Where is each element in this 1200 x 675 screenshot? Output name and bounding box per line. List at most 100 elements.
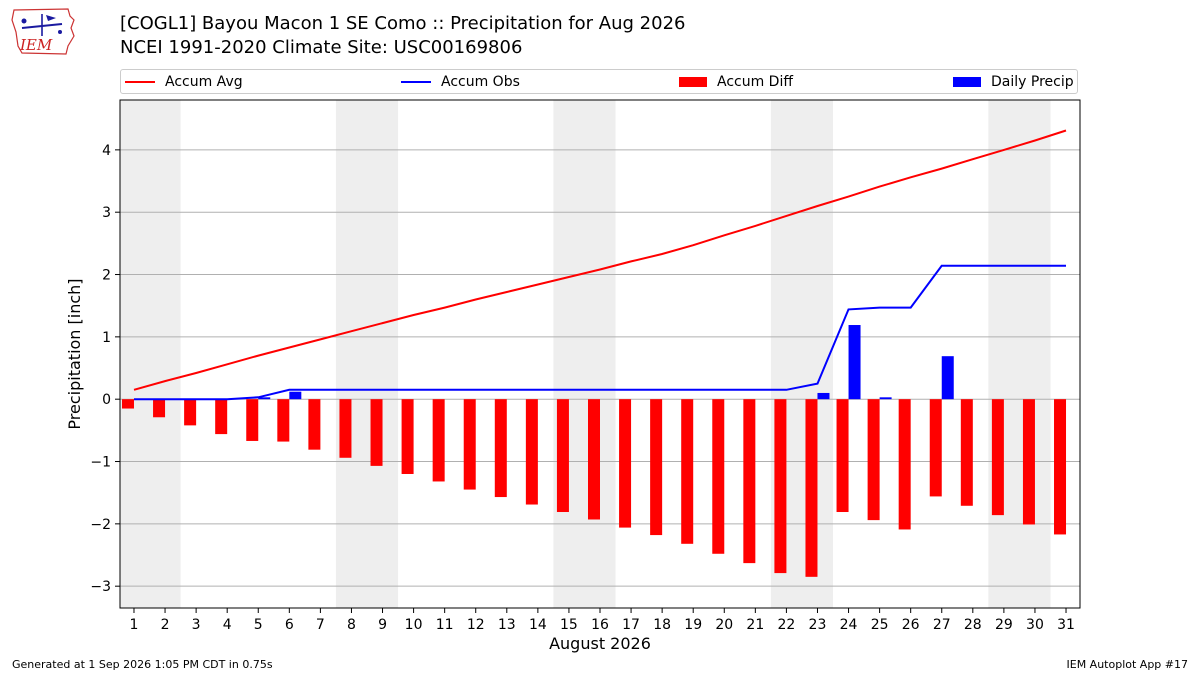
x-tick-label: 20 xyxy=(715,617,733,633)
accum-avg-line xyxy=(133,129,1067,391)
x-tick-label: 6 xyxy=(285,617,294,633)
y-axis-label: Precipitation [inch] xyxy=(65,278,84,429)
x-axis-label: August 2026 xyxy=(549,634,651,653)
footer-app: IEM Autoplot App #17 xyxy=(1066,658,1189,671)
accum-diff-bar xyxy=(494,399,507,498)
accum-diff-bar xyxy=(588,399,600,520)
accum-diff-bar xyxy=(991,399,1004,516)
accum-diff-bar xyxy=(619,399,632,528)
x-tick-label: 9 xyxy=(378,617,387,633)
legend-item-accum-obs: Accum Obs xyxy=(401,70,520,93)
x-tick-label: 23 xyxy=(809,617,827,633)
weekend-shade xyxy=(988,100,1051,608)
x-tick-label: 14 xyxy=(529,617,547,633)
y-tick-label: 1 xyxy=(102,330,111,346)
y-tick-label: 0 xyxy=(102,392,111,408)
accum-diff-bar xyxy=(836,399,849,513)
x-tick-label: 18 xyxy=(653,617,671,633)
x-tick-label: 16 xyxy=(591,617,609,633)
accum-diff-bar xyxy=(650,399,663,536)
chart-subtitle: NCEI 1991-2020 Climate Site: USC00169806 xyxy=(120,37,523,58)
accum-diff-bar xyxy=(215,399,228,435)
weekend-shade xyxy=(120,100,181,608)
x-tick-label: 27 xyxy=(933,617,951,633)
accum-diff-bar xyxy=(432,399,445,482)
x-tick-label: 5 xyxy=(254,617,263,633)
x-tick-label: 17 xyxy=(622,617,640,633)
legend-label-accum-diff: Accum Diff xyxy=(717,73,794,90)
accum-diff-bar xyxy=(525,399,538,505)
accum-diff-bar xyxy=(556,399,569,513)
chart-legend: Accum Avg Accum Obs Accum Diff Daily Pre… xyxy=(120,69,1078,94)
y-tick-label: 3 xyxy=(102,205,111,221)
legend-swatch-accum-avg xyxy=(125,80,155,83)
x-tick-label: 15 xyxy=(560,617,578,633)
accum-obs-line xyxy=(134,264,1066,401)
x-tick-label: 1 xyxy=(130,617,139,633)
legend-item-daily-precip: Daily Precip xyxy=(953,70,1074,93)
daily-precip-bar xyxy=(941,356,954,400)
x-tick-label: 22 xyxy=(777,617,795,633)
accum-diff-bar xyxy=(1054,399,1067,535)
y-tick-label: −2 xyxy=(90,517,111,533)
accum-diff-bar xyxy=(153,399,166,418)
x-tick-label: 31 xyxy=(1057,617,1075,633)
daily-precip-bar xyxy=(289,391,302,400)
legend-item-accum-avg: Accum Avg xyxy=(125,70,243,93)
legend-label-accum-obs: Accum Obs xyxy=(441,73,520,90)
accum-diff-bar xyxy=(774,399,787,574)
legend-swatch-accum-obs xyxy=(401,80,431,83)
accum-diff-bar xyxy=(277,399,290,442)
x-tick-label: 11 xyxy=(436,617,454,633)
x-tick-label: 21 xyxy=(746,617,764,633)
x-tick-label: 8 xyxy=(347,617,356,633)
accum-diff-bar xyxy=(184,399,197,426)
x-tick-label: 4 xyxy=(223,617,232,633)
accum-diff-bar xyxy=(121,399,134,409)
x-tick-label: 30 xyxy=(1026,617,1044,633)
logo-text: IEM xyxy=(19,36,53,54)
accum-diff-bar xyxy=(339,399,352,458)
accum-diff-bar xyxy=(867,399,880,521)
y-tick-label: 2 xyxy=(102,268,111,284)
legend-swatch-daily-precip xyxy=(953,76,981,87)
accum-diff-bar xyxy=(681,399,694,544)
iem-logo: IEM xyxy=(11,8,75,55)
y-tick-label: −3 xyxy=(90,579,111,595)
daily-precip-bar xyxy=(258,397,271,400)
accum-diff-bar xyxy=(401,399,414,474)
accum-diff-bar xyxy=(246,399,259,441)
accum-diff-bar xyxy=(463,399,476,490)
accum-diff-bar xyxy=(960,399,973,506)
x-tick-label: 26 xyxy=(902,617,920,633)
y-tick-label: 4 xyxy=(102,143,111,159)
legend-item-accum-diff: Accum Diff xyxy=(679,70,793,93)
x-tick-label: 19 xyxy=(684,617,702,633)
x-tick-label: 12 xyxy=(467,617,485,633)
daily-precip-bar xyxy=(848,325,861,400)
x-tick-label: 3 xyxy=(192,617,201,633)
accum-diff-bar xyxy=(929,399,942,497)
accum-diff-bar xyxy=(370,399,383,466)
y-tick-label: −1 xyxy=(90,455,111,471)
x-tick-label: 28 xyxy=(964,617,982,633)
x-tick-label: 13 xyxy=(498,617,516,633)
daily-precip-bar xyxy=(817,392,830,400)
accum-diff-bar xyxy=(712,399,725,554)
plot-frame xyxy=(119,99,1081,609)
legend-swatch-accum-diff xyxy=(679,76,707,87)
x-tick-label: 25 xyxy=(871,617,889,633)
accum-diff-bar xyxy=(898,399,911,530)
chart-title: [COGL1] Bayou Macon 1 SE Como :: Precipi… xyxy=(120,13,686,34)
weekend-shade xyxy=(553,100,616,608)
x-tick-label: 29 xyxy=(995,617,1013,633)
weekend-shade xyxy=(335,100,399,608)
accum-diff-bar xyxy=(308,399,321,450)
x-tick-label: 24 xyxy=(840,617,858,633)
x-tick-label: 7 xyxy=(316,617,325,633)
x-tick-label: 10 xyxy=(405,617,423,633)
accum-diff-bar xyxy=(1022,399,1035,525)
legend-label-daily-precip: Daily Precip xyxy=(991,73,1074,90)
weekend-shade xyxy=(770,100,834,608)
